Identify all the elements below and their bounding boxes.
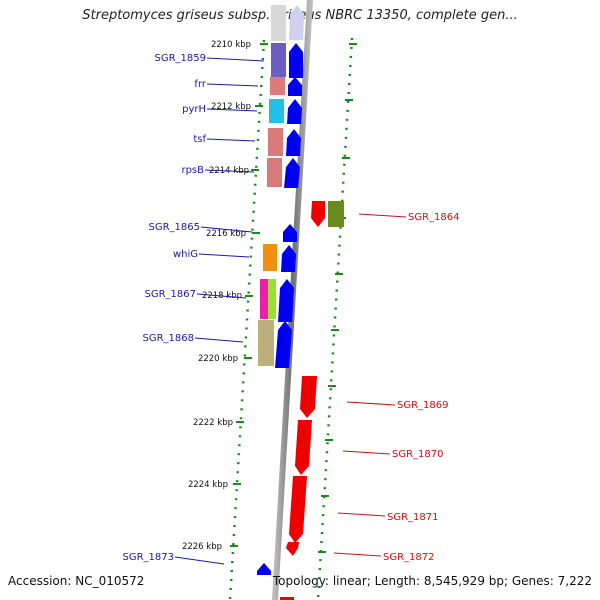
gene-arrow — [288, 77, 302, 96]
label-connector — [337, 512, 386, 517]
label-connector — [342, 450, 391, 455]
label-connector — [206, 108, 258, 112]
gene-label-sgr-1872[interactable]: SGR_1872 — [383, 552, 435, 563]
feature-block — [260, 279, 269, 319]
label-connector — [196, 293, 247, 299]
label-connector — [194, 337, 244, 343]
gene-label-sgr-1865[interactable]: SGR_1865 — [149, 222, 201, 233]
feature-block — [268, 279, 276, 319]
gene-arrow — [284, 158, 300, 188]
gene-arrow — [257, 563, 271, 575]
gene-label-sgr-1871[interactable]: SGR_1871 — [387, 512, 439, 523]
label-connector — [200, 226, 253, 233]
gene-label-sgr-1869[interactable]: SGR_1869 — [397, 400, 449, 411]
gene-arrow — [281, 245, 296, 272]
scale-label: 2210 kbp — [211, 40, 251, 50]
gene-label-tsf[interactable]: tsf — [193, 134, 206, 145]
gene-label-sgr-1868[interactable]: SGR_1868 — [143, 333, 195, 344]
label-connector — [174, 556, 225, 565]
gene-arrow — [287, 99, 302, 124]
topology-text: Topology: linear; Length: 8,545,929 bp; … — [272, 574, 592, 588]
scale-label: 2216 kbp — [206, 229, 246, 239]
feature-block — [271, 43, 286, 77]
feature-block — [270, 77, 285, 95]
gene-arrow — [289, 476, 307, 543]
gene-arrow — [283, 224, 297, 242]
label-connector — [346, 401, 396, 406]
left-gene-labels: SGR_1859 frr pyrH tsf rpsB SGR_1865 whiG… — [123, 53, 265, 565]
label-connector — [206, 138, 256, 142]
label-connector — [206, 83, 259, 87]
right-gene-labels: SGR_1864 SGR_1869 SGR_1870 SGR_1871 SGR_… — [333, 212, 460, 563]
forward-genes — [257, 5, 304, 575]
gene-label-frr[interactable]: frr — [194, 79, 206, 90]
scale-guide-inner — [228, 39, 266, 600]
label-connector — [206, 57, 265, 62]
feature-block — [269, 99, 284, 123]
feature-block — [267, 158, 282, 187]
scale-label: 2212 kbp — [211, 102, 251, 112]
accession-text: Accession: NC_010572 — [8, 574, 145, 588]
reverse-genes — [280, 201, 344, 600]
feature-block — [258, 320, 274, 366]
feature-block — [263, 244, 277, 271]
scale-label: 2226 kbp — [182, 542, 222, 552]
feature-block — [271, 5, 286, 41]
label-connector — [358, 213, 407, 218]
gene-label-sgr-1864[interactable]: SGR_1864 — [408, 212, 460, 223]
scale-ticks — [230, 43, 268, 547]
gene-label-pyrh[interactable]: pyrH — [182, 104, 206, 115]
gene-label-sgr-1859[interactable]: SGR_1859 — [155, 53, 207, 64]
label-connector — [333, 552, 382, 557]
feature-strip — [258, 5, 286, 366]
scale-label: 2224 kbp — [188, 480, 228, 490]
gene-arrow — [280, 597, 294, 600]
label-connector — [198, 253, 250, 258]
gene-label-sgr-1870[interactable]: SGR_1870 — [392, 449, 444, 460]
outer-ticks — [318, 43, 357, 553]
gene-label-rpsb[interactable]: rpsB — [181, 165, 204, 176]
gene-label-whig[interactable]: whiG — [173, 249, 198, 260]
scale-label: 2220 kbp — [198, 354, 238, 364]
gene-arrow — [286, 129, 301, 156]
gene-arrow — [286, 542, 299, 556]
scale-guide-outer — [316, 37, 354, 600]
gene-arrow — [289, 43, 303, 78]
gene-arrow — [295, 420, 312, 475]
gene-arrow — [275, 321, 292, 368]
gene-label-sgr-1867[interactable]: SGR_1867 — [145, 289, 197, 300]
scale-label: 2222 kbp — [193, 418, 233, 428]
feature-block — [328, 201, 344, 227]
label-connector — [204, 169, 255, 173]
gene-arrow — [300, 376, 317, 418]
gene-label-sgr-1873[interactable]: SGR_1873 — [123, 552, 175, 563]
feature-block — [268, 128, 283, 156]
gene-arrow — [311, 201, 325, 227]
gene-arrow — [289, 5, 304, 40]
gene-arrow — [278, 279, 294, 322]
